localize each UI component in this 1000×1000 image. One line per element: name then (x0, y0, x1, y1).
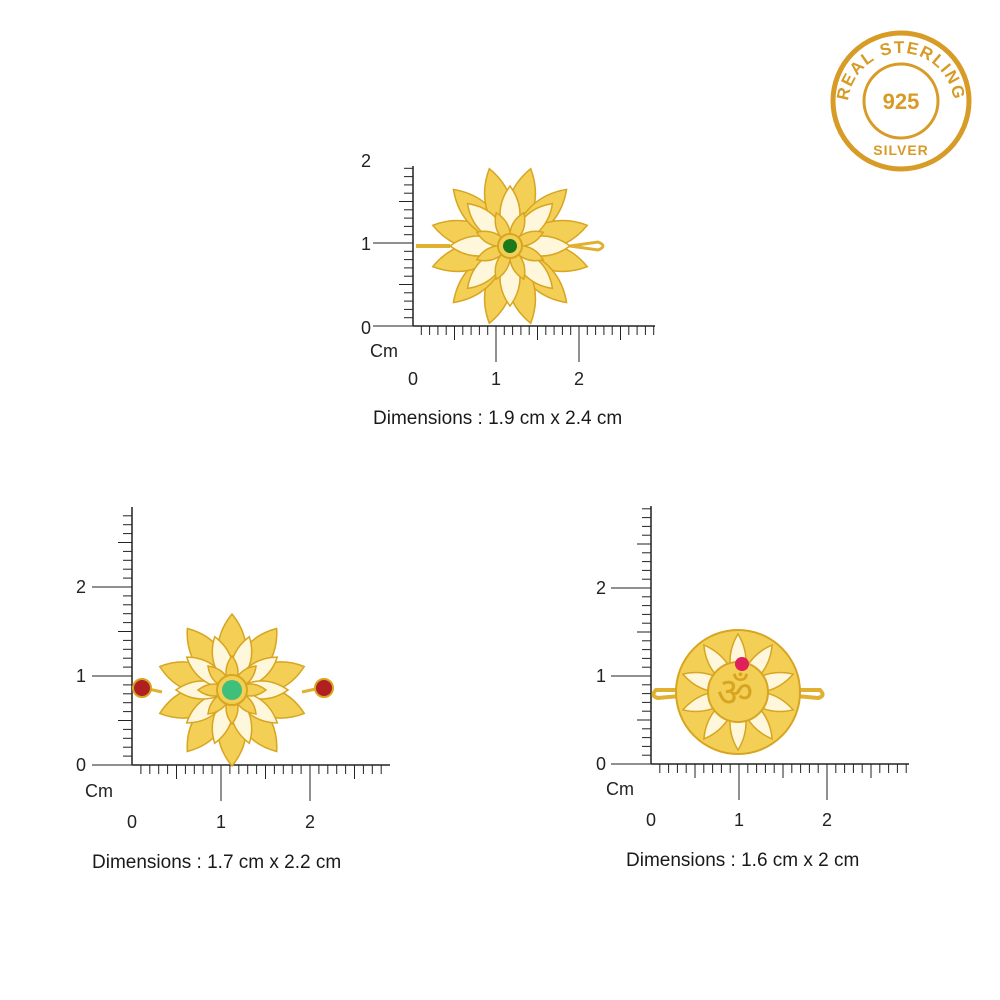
lotus-mandala-charm (416, 167, 605, 325)
axis-unit-label: Cm (85, 781, 113, 801)
product-panel-1: 0 1 2 0 1 2 Cm Dimensions : 1.9 cm x 2.4… (340, 80, 670, 429)
y-tick-label: 1 (361, 234, 371, 254)
y-tick-label: 2 (361, 151, 371, 171)
ruler-2: 0 1 2 0 1 2 Cm (76, 507, 390, 832)
side-stone-left (132, 678, 152, 698)
x-tick-label: 1 (491, 369, 501, 389)
x-tick-label: 2 (574, 369, 584, 389)
y-tick-label: 2 (596, 578, 606, 598)
dimensions-text: Dimensions : 1.9 cm x 2.4 cm (373, 408, 623, 429)
x-tick-label: 1 (216, 812, 226, 832)
x-tick-label: 2 (305, 812, 315, 832)
om-round-charm: ॐ (651, 629, 825, 755)
ruler-3: 0 1 2 0 1 2 Cm ॐ (596, 506, 909, 830)
real-sterling-silver-seal: REAL STERLING 925 SILVER (830, 30, 972, 172)
y-tick-label: 0 (596, 754, 606, 774)
y-tick-label: 0 (76, 755, 86, 775)
seal-bottom-text: SILVER (873, 142, 929, 158)
x-tick-label: 0 (408, 369, 418, 389)
y-tick-label: 0 (361, 318, 371, 338)
product-panel-3: 0 1 2 0 1 2 Cm ॐ Dimensions : 1.6 cm x 2… (580, 500, 920, 880)
om-symbol-icon: ॐ (717, 671, 753, 715)
center-stone (735, 657, 749, 671)
dimensions-text: Dimensions : 1.6 cm x 2 cm (626, 850, 860, 871)
center-stone (222, 680, 242, 700)
x-tick-label: 1 (734, 810, 744, 830)
axis-unit-label: Cm (370, 341, 398, 361)
dimensions-text: Dimensions : 1.7 cm x 2.2 cm (92, 852, 342, 873)
center-stone (503, 239, 517, 253)
ruler-1: 0 1 2 0 1 2 Cm (361, 151, 655, 389)
axis-unit-label: Cm (606, 779, 634, 799)
y-tick-label: 2 (76, 577, 86, 597)
x-tick-label: 0 (646, 810, 656, 830)
product-panel-2: 0 1 2 0 1 2 Cm Dimensions : 1.7 cm x 2.2… (60, 500, 400, 880)
y-tick-label: 1 (596, 666, 606, 686)
lotus-flower-charm (132, 612, 334, 768)
x-tick-label: 2 (822, 810, 832, 830)
x-tick-label: 0 (127, 812, 137, 832)
side-stone-right (314, 678, 334, 698)
seal-center-text: 925 (883, 89, 920, 114)
y-tick-label: 1 (76, 666, 86, 686)
